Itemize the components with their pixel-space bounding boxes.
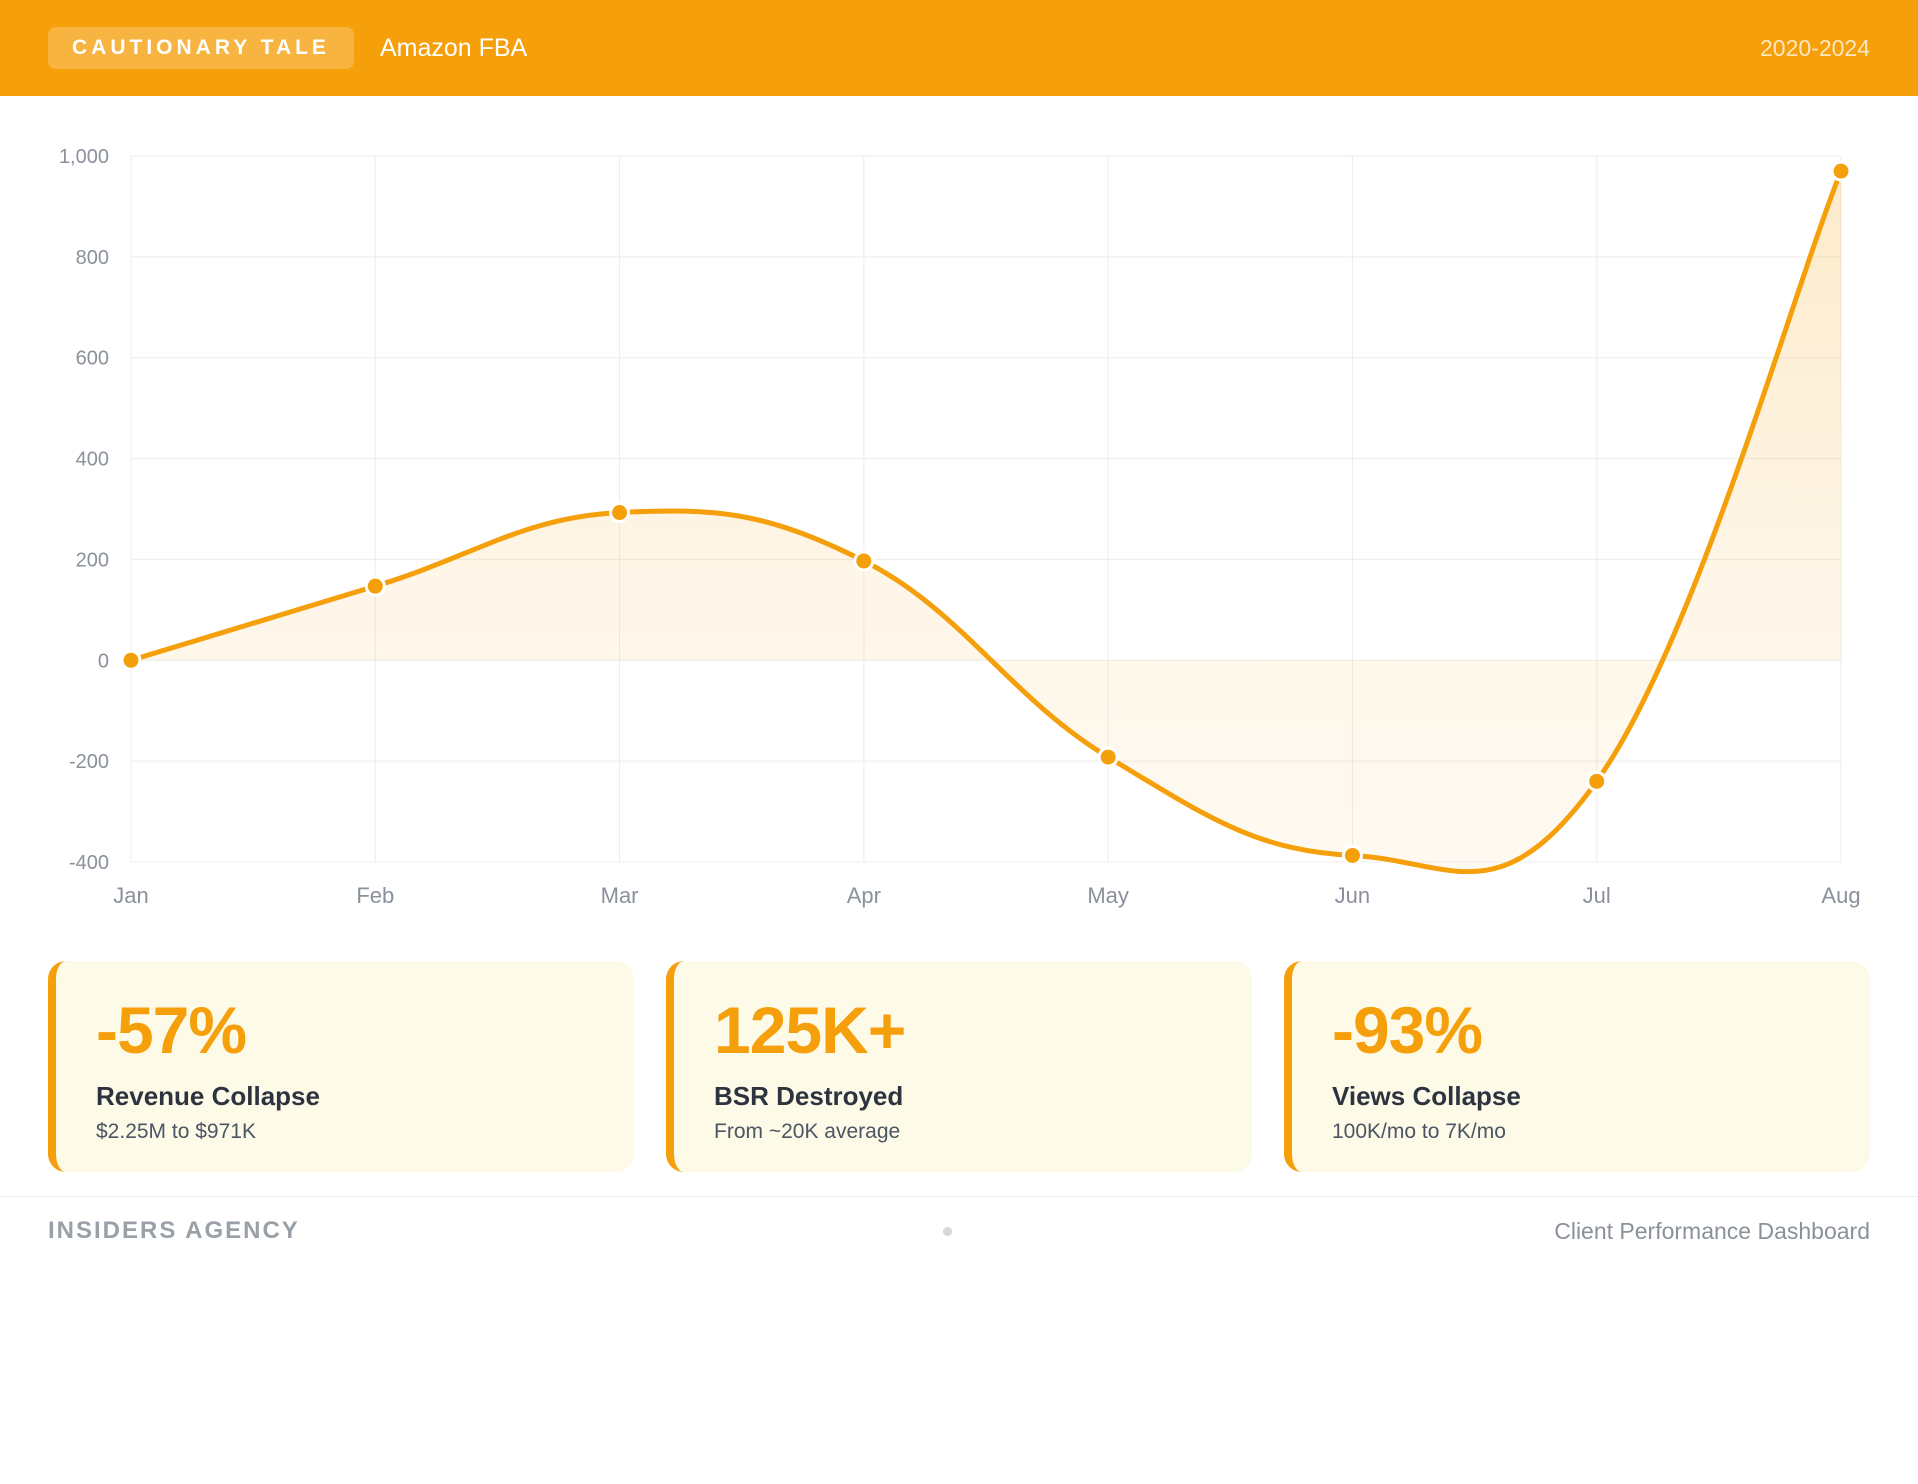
data-point [120, 649, 142, 671]
stat-card-bsr: 125K+ BSR Destroyed From ~20K average [666, 961, 1252, 1172]
header-title: Amazon FBA [379, 33, 528, 62]
stat-sub: From ~20K average [714, 1120, 901, 1143]
y-tick-label: 200 [76, 549, 109, 571]
stat-cards: -57% Revenue Collapse $2.25M to $971K 12… [48, 961, 1870, 1172]
series-line [128, 168, 1844, 875]
y-tick-label: 600 [76, 348, 109, 370]
stat-sub: $2.25M to $971K [96, 1120, 256, 1143]
y-tick-label: 800 [76, 247, 109, 269]
data-point [1586, 770, 1608, 792]
stat-label: Revenue Collapse [96, 1081, 320, 1111]
stat-card-revenue: -57% Revenue Collapse $2.25M to $971K [48, 961, 634, 1172]
dashboard-name: Client Performance Dashboard [1554, 1217, 1870, 1244]
stat-value: 125K+ [714, 993, 906, 1067]
line-chart: -400 -200 0 200 400 600 800 1,000 Jan Feb Mar Apr Ma… [59, 146, 1861, 908]
x-tick-label: Apr [847, 883, 881, 908]
cautionary-tale-badge: CAUTIONARY TALE [48, 27, 354, 69]
stat-value: -57% [96, 993, 247, 1067]
x-tick-label: Jul [1583, 883, 1611, 908]
stat-value: -93% [1332, 993, 1483, 1067]
x-tick-label: May [1087, 883, 1129, 908]
header-bar: CAUTIONARY TALE Amazon FBA 2020-2024 [0, 0, 1918, 96]
data-point [609, 502, 631, 524]
x-tick-label: Aug [1821, 883, 1860, 908]
x-tick-label: Mar [601, 883, 639, 908]
data-point [1097, 746, 1119, 768]
y-tick-label: -400 [69, 852, 109, 874]
separator-dot [942, 1226, 952, 1236]
x-tick-label: Jun [1335, 883, 1370, 908]
data-point [364, 575, 386, 597]
series-area [131, 171, 1841, 872]
y-tick-label: -200 [69, 751, 109, 773]
footer-divider [0, 1196, 1918, 1197]
y-tick-label: 0 [98, 650, 109, 672]
footer: INSIDERS AGENCY Client Performance Dashb… [48, 1216, 1870, 1246]
agency-name: INSIDERS AGENCY [48, 1217, 300, 1244]
stat-label: BSR Destroyed [714, 1081, 904, 1111]
x-tick-label: Jan [113, 883, 148, 908]
stat-sub: 100K/mo to 7K/mo [1332, 1120, 1506, 1143]
data-point [1341, 844, 1363, 866]
header-years: 2020-2024 [1760, 34, 1870, 61]
stat-label: Views Collapse [1332, 1081, 1521, 1111]
y-tick-label: 400 [76, 449, 109, 471]
stat-card-views: -93% Views Collapse 100K/mo to 7K/mo [1284, 961, 1870, 1172]
data-point [853, 550, 875, 572]
x-tick-label: Feb [356, 883, 394, 908]
y-tick-label: 1,000 [59, 146, 109, 168]
data-point [1830, 160, 1852, 182]
